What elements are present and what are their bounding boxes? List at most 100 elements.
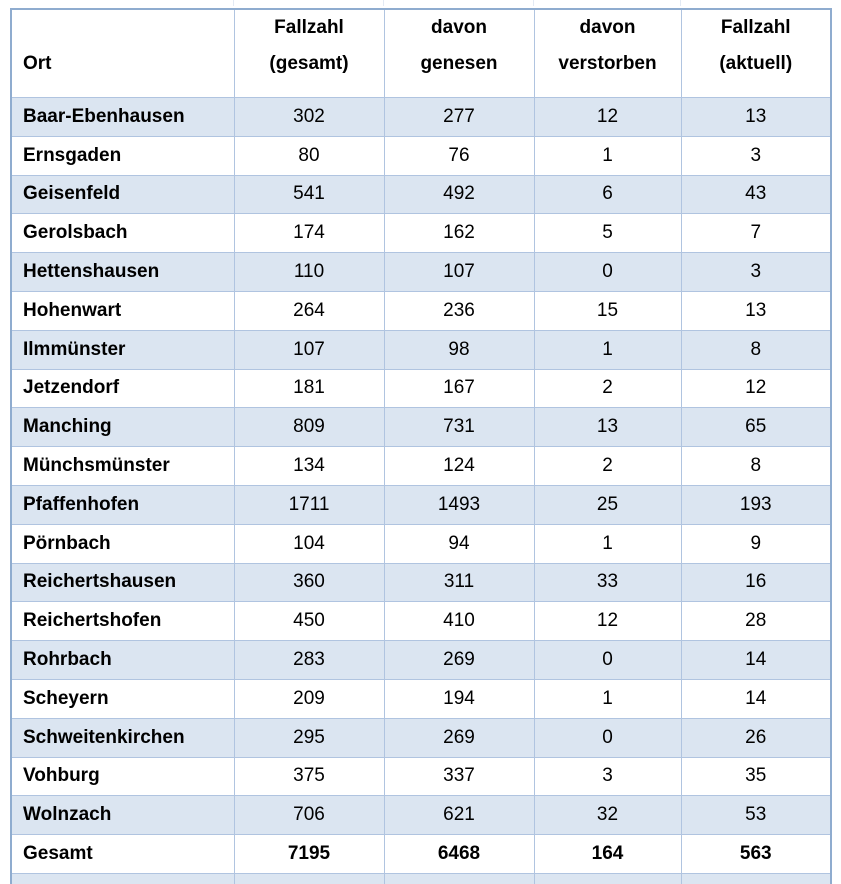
value-cell-gesamt: 283 [233, 640, 385, 680]
column-header: davon genesen [383, 8, 535, 98]
value-cell-gesamt: 107 [233, 329, 385, 370]
table-row: Scheyern 209 194 1 14 [10, 678, 832, 719]
artifact-ghost-text: Fallzahl [681, 0, 830, 4]
table-row: Ernsgaden 80 76 1 3 [10, 135, 832, 176]
value-cell-verstorben: 12 [533, 97, 682, 137]
ort-cell: Reichertshausen [10, 562, 235, 603]
table-row: Pörnbach 104 94 1 9 [10, 523, 832, 564]
table-row: Vohburg 375 337 3 35 [10, 756, 832, 797]
value-cell-verstorben: 13 [533, 407, 682, 448]
value-cell-gesamt: 302 [233, 97, 385, 137]
header-line1: davon [579, 17, 636, 38]
value-cell-verstorben: 15 [533, 290, 682, 331]
value-cell-aktuell: 53 [680, 795, 832, 836]
value-cell-verstorben: 0 [533, 252, 682, 292]
value-cell-verstorben: 164 [533, 834, 682, 874]
value-cell-genesen: 236 [383, 290, 535, 331]
value-cell-gesamt: 264 [233, 290, 385, 331]
value-cell-gesamt: 809 [233, 407, 385, 448]
value-cell-aktuell: 28 [680, 601, 832, 642]
value-cell-gesamt: 104 [233, 523, 385, 564]
table-row: Hettenshausen 110 107 0 3 [10, 252, 832, 292]
value-cell-genesen: 311 [383, 562, 535, 603]
value-cell-verstorben: 1 [533, 329, 682, 370]
value-cell-aktuell: 13 [680, 290, 832, 331]
column-header-ort: Ort [10, 8, 235, 98]
table-row: Pfaffenhofen 1711 1493 25 193 [10, 484, 832, 525]
value-cell-genesen: 162 [383, 213, 535, 254]
value-cell-aktuell: 3 [680, 252, 832, 292]
value-cell-gesamt: 174 [233, 213, 385, 254]
value-cell-verstorben: 32 [533, 795, 682, 836]
ort-cell: Gerolsbach [10, 213, 235, 254]
header-line1: Fallzahl [720, 17, 791, 38]
value-cell-genesen: 124 [383, 446, 535, 486]
value-cell-aktuell: 43 [680, 174, 832, 215]
value-cell-genesen: 1493 [383, 484, 535, 525]
value-cell-genesen: 492 [383, 174, 535, 215]
value-cell-genesen: 621 [383, 795, 535, 836]
ort-cell: Münchsmünster [10, 446, 235, 486]
value-cell-aktuell: 16 [680, 562, 832, 603]
ort-cell: Reichertshofen [10, 601, 235, 642]
ort-cell: Baar-Ebenhausen [10, 97, 235, 137]
value-cell-verstorben: 1 [533, 135, 682, 176]
artifact-column: davon [533, 0, 681, 6]
ort-cell: Geisenfeld [10, 174, 235, 215]
artifact-column: Fallzahl [680, 0, 830, 6]
value-cell-genesen: 269 [383, 640, 535, 680]
table-row: Ilmmünster 107 98 1 8 [10, 329, 832, 370]
header-row: Ort Fallzahl (gesamt) davon genesen davon vers… [10, 8, 832, 98]
value-cell-aktuell: 3 [680, 135, 832, 176]
value-cell-verstorben: 12 [533, 601, 682, 642]
value-cell-verstorben: 25 [533, 484, 682, 525]
ort-cell: Hohenwart [10, 290, 235, 331]
value-cell-gesamt: 706 [233, 795, 385, 836]
artifact-column: davon [383, 0, 534, 6]
value-cell-verstorben: 0 [533, 717, 682, 758]
value-cell-verstorben: 3 [533, 756, 682, 797]
value-cell-gesamt: 110 [233, 252, 385, 292]
clipped-banded-row [10, 872, 832, 884]
clipped-cell [10, 872, 235, 884]
value-cell-aktuell: 8 [680, 446, 832, 486]
header-line2: Ort [23, 53, 52, 74]
value-cell-aktuell: 9 [680, 523, 832, 564]
value-cell-aktuell: 12 [680, 368, 832, 409]
clipped-cell [533, 872, 682, 884]
ort-cell: Gesamt [10, 834, 235, 874]
value-cell-gesamt: 295 [233, 717, 385, 758]
value-cell-aktuell: 65 [680, 407, 832, 448]
column-header: davon verstorben [533, 8, 682, 98]
value-cell-verstorben: 6 [533, 174, 682, 215]
header-line2: verstorben [558, 53, 657, 74]
value-cell-aktuell: 14 [680, 678, 832, 719]
header-line2: (gesamt) [269, 53, 349, 74]
value-cell-aktuell: 35 [680, 756, 832, 797]
ort-cell: Vohburg [10, 756, 235, 797]
table-row: Manching 809 731 13 65 [10, 407, 832, 448]
artifact-column [10, 0, 233, 6]
value-cell-gesamt: 80 [233, 135, 385, 176]
value-cell-verstorben: 1 [533, 523, 682, 564]
value-cell-genesen: 94 [383, 523, 535, 564]
value-cell-genesen: 6468 [383, 834, 535, 874]
ort-cell: Pörnbach [10, 523, 235, 564]
header-line2: genesen [420, 53, 498, 74]
value-cell-genesen: 337 [383, 756, 535, 797]
header-line1: davon [431, 17, 487, 38]
value-cell-aktuell: 13 [680, 97, 832, 137]
header-line1: Fallzahl [274, 17, 344, 38]
value-cell-gesamt: 7195 [233, 834, 385, 874]
value-cell-gesamt: 450 [233, 601, 385, 642]
table-row: Gerolsbach 174 162 5 7 [10, 213, 832, 254]
value-cell-genesen: 98 [383, 329, 535, 370]
artifact-ghost-text: davon [534, 0, 681, 4]
table-row-total: Gesamt 7195 6468 164 563 [10, 834, 832, 874]
table-row: Jetzendorf 181 167 2 12 [10, 368, 832, 409]
table-row: Baar-Ebenhausen 302 277 12 13 [10, 97, 832, 137]
value-cell-verstorben: 1 [533, 678, 682, 719]
clipped-cell [383, 872, 535, 884]
table-row: Schweitenkirchen 295 269 0 26 [10, 717, 832, 758]
